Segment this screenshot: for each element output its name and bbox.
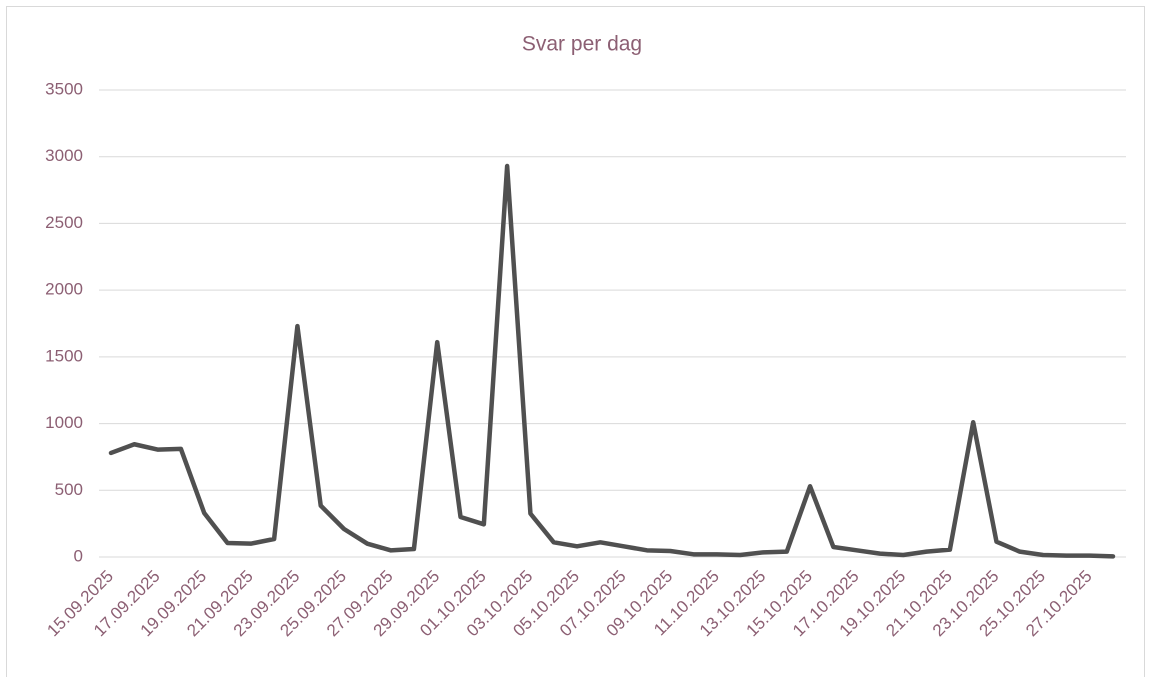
plot [108, 163, 1116, 559]
y-tick-label: 500 [55, 480, 83, 499]
chart-title: Svar per dag [522, 33, 642, 56]
chart-frame [6, 6, 1145, 677]
y-tick-label: 2000 [45, 280, 83, 299]
y-tick-label: 1000 [45, 413, 83, 432]
y-tick-label: 0 [74, 546, 83, 565]
y-tick-label: 3500 [45, 79, 83, 98]
y-tick-label: 2500 [45, 213, 83, 232]
y-tick-label: 3000 [45, 146, 83, 165]
data-line [108, 163, 1116, 559]
y-tick-label: 1500 [45, 346, 83, 365]
